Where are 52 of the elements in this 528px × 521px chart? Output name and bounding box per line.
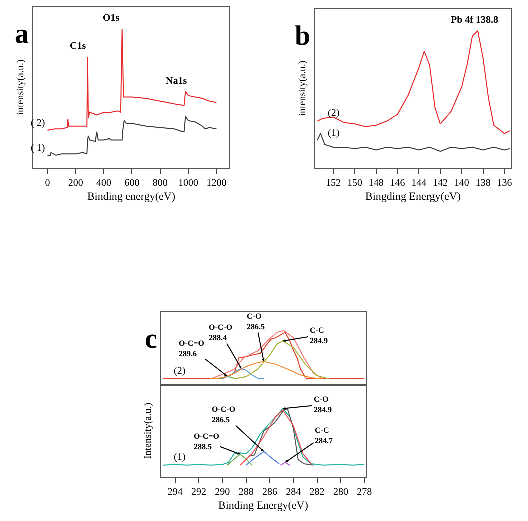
x-tick-label: 294 (168, 487, 183, 498)
x-tick-label: 0 (45, 178, 50, 189)
chart-title: b (295, 21, 311, 52)
x-tick-label: 290 (215, 487, 230, 498)
chart-title: a (15, 19, 29, 50)
x-tick-label: 600 (124, 178, 140, 189)
annotation: O-C-O 286.5 (212, 405, 236, 424)
x-tick-label: 292 (192, 487, 206, 498)
x-axis-title: Binding Energy(eV) (218, 500, 309, 512)
series-label: ( 2) (31, 118, 46, 129)
x-tick-label: 400 (96, 178, 112, 189)
x-tick-label: 278 (357, 487, 372, 498)
x-tick-label: 152 (326, 178, 342, 189)
series-label: ( 1) (31, 143, 46, 154)
x-tick-label: 142 (433, 178, 448, 189)
annotation: C-C 284.7 (315, 426, 333, 446)
x-tick-label: 286 (262, 487, 278, 498)
x-tick-label: 148 (368, 178, 384, 189)
annotation: Na1s (166, 76, 188, 87)
series-label: (1) (174, 452, 186, 463)
annotation: Pb 4f 138.8 (451, 15, 498, 26)
y-axis-title: intensity(a.u.) (16, 60, 27, 116)
annotation: O1s (103, 13, 120, 24)
x-axis-title: Binding energy(eV) (87, 191, 176, 204)
x-tick-label: 144 (412, 178, 427, 189)
annotation: C-O 286.5 (247, 312, 265, 332)
x-tick-label: 284 (286, 487, 302, 498)
x-tick-label: 138 (476, 178, 491, 189)
x-tick-label: 800 (152, 178, 168, 189)
x-tick-label: 1200 (206, 178, 227, 189)
x-tick-label: 150 (347, 178, 362, 189)
annotation: C1s (70, 41, 86, 52)
x-tick-label: 288 (238, 487, 254, 498)
y-axis-title: intensity(a.u.) (297, 60, 308, 116)
annotation: C-C 284.9 (310, 326, 328, 346)
y-axis-title: Intensity(a.u.) (143, 402, 154, 460)
annotation: O-C=O 288.5 (194, 432, 220, 452)
x-tick-label: 200 (68, 178, 84, 189)
x-tick-label: 1000 (178, 178, 199, 189)
chart-title: c (145, 324, 158, 355)
annotation: O-C=O 289.6 (179, 339, 204, 358)
annotation: C-O 284.9 (314, 395, 332, 414)
series-label: (2) (174, 366, 186, 377)
x-tick-label: 136 (497, 178, 512, 189)
x-tick-label: 280 (333, 487, 348, 498)
x-axis-title: Bingding Energy(eV) (366, 191, 462, 204)
x-tick-label: 146 (390, 178, 406, 189)
annotation: O-C-O 288.4 (209, 323, 233, 342)
series-label: (2) (328, 108, 340, 119)
series-label: (1) (328, 128, 340, 139)
x-tick-label: 140 (454, 178, 470, 189)
x-tick-label: 282 (310, 487, 325, 498)
